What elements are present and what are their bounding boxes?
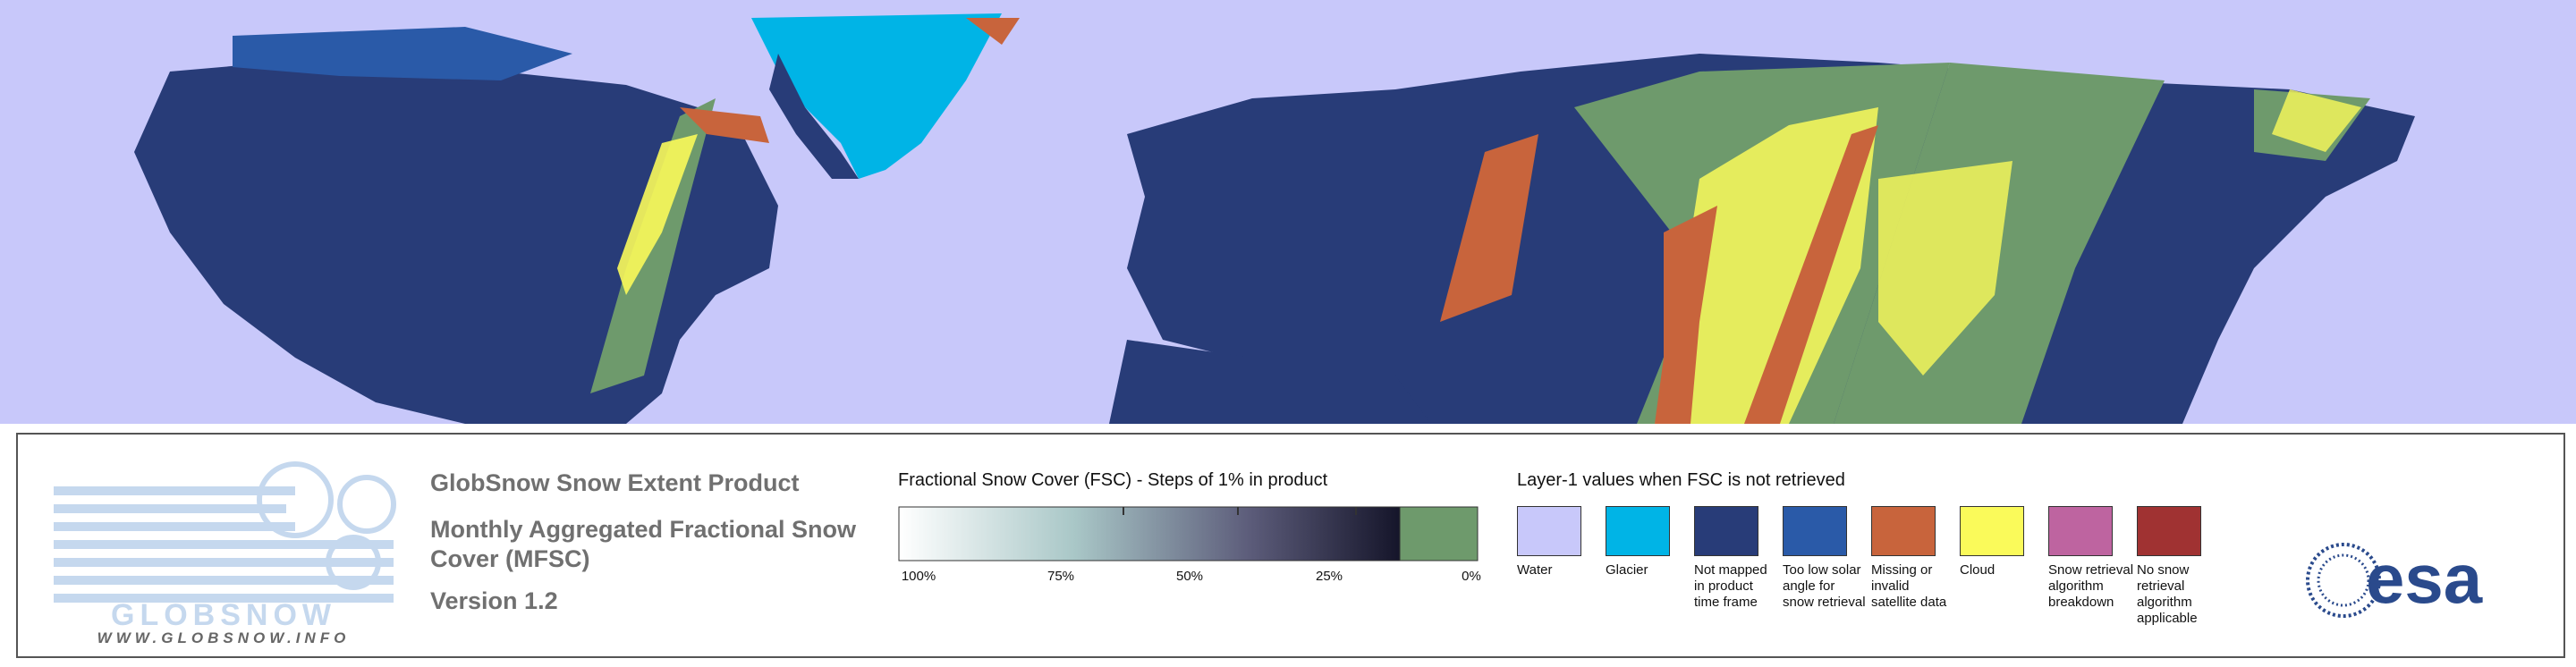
- product-subtitle: Monthly Aggregated Fractional Snow Cover…: [430, 516, 857, 572]
- logo-url: WWW.GLOBSNOW.INFO: [97, 629, 351, 646]
- legend-swatch: [1783, 506, 1847, 556]
- legend-swatch: [1960, 506, 2024, 556]
- snow-map: [0, 0, 2576, 424]
- legend-label: No snow retrieval algorithm applicable: [2137, 562, 2198, 626]
- legend-swatch: [2137, 506, 2201, 556]
- legend-swatch: [1517, 506, 1581, 556]
- legend-swatch: [1694, 506, 1758, 556]
- no-snow-swatch: [1399, 506, 1479, 561]
- product-version: Version 1.2: [430, 587, 558, 614]
- legend-label: Too low solar angle for snow retrieval: [1783, 562, 1866, 610]
- legend-label: Missing or invalid satellite data: [1871, 562, 1947, 610]
- fsc-label: 50%: [1175, 569, 1204, 584]
- legend-label: Snow retrieval algorithm breakdown: [2048, 562, 2134, 610]
- fsc-label: 0%: [1462, 569, 1481, 584]
- fsc-title: Fractional Snow Cover (FSC) - Steps of 1…: [898, 470, 1328, 490]
- legend-swatch: [1871, 506, 1936, 556]
- legend-swatch: [1606, 506, 1670, 556]
- globsnow-logo: GLOBSNOW WWW.GLOBSNOW.INFO: [54, 461, 396, 646]
- fsc-bar: [898, 506, 1479, 561]
- legend-panel: GLOBSNOW WWW.GLOBSNOW.INFO GlobSnow Snow…: [16, 433, 2565, 658]
- logo-name: GLOBSNOW: [111, 598, 336, 632]
- layer1-title: Layer-1 values when FSC is not retrieved: [1517, 470, 1845, 490]
- esa-logo: esa: [2306, 540, 2483, 618]
- fsc-label: 75%: [1046, 569, 1075, 584]
- fsc-label: 100%: [901, 569, 936, 584]
- legend-label: Water: [1517, 562, 1553, 578]
- legend-label: Cloud: [1960, 562, 1996, 578]
- legend-swatch: [2048, 506, 2113, 556]
- esa-text: esa: [2366, 540, 2483, 618]
- legend-label: Glacier: [1606, 562, 1648, 578]
- fsc-label: 25%: [1315, 569, 1343, 584]
- legend-label: Not mapped in product time frame: [1694, 562, 1767, 610]
- product-title: GlobSnow Snow Extent Product: [430, 469, 800, 496]
